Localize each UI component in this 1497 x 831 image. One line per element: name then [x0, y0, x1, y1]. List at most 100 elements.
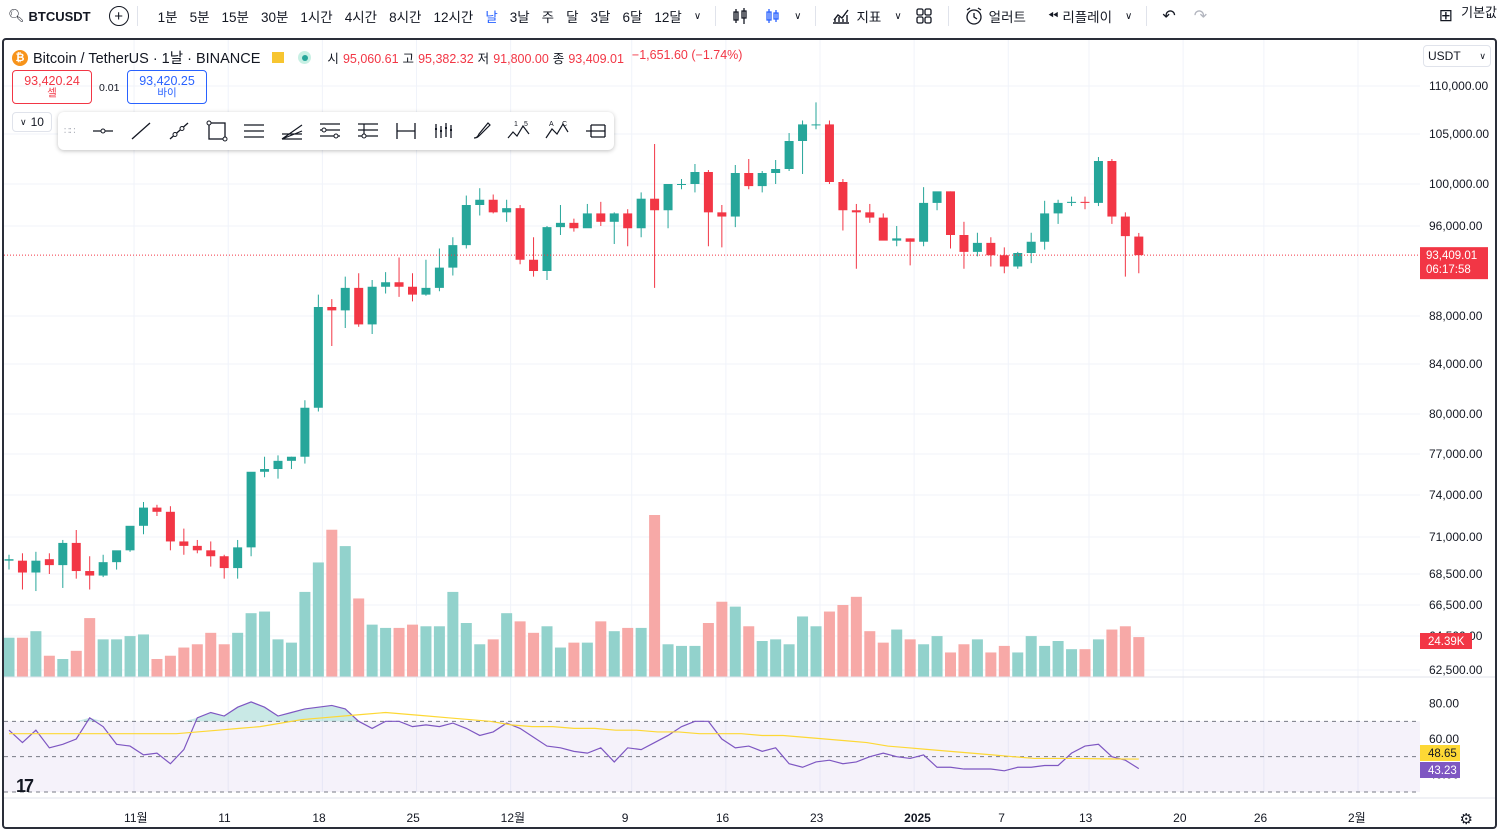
- candle-body[interactable]: [340, 287, 350, 311]
- candle-body[interactable]: [784, 141, 794, 169]
- candle-body[interactable]: [582, 213, 592, 229]
- trend-line-tool[interactable]: [122, 116, 160, 146]
- candle-body[interactable]: [327, 307, 337, 311]
- candle-body[interactable]: [838, 182, 848, 211]
- candle-body[interactable]: [192, 545, 202, 551]
- candle-body[interactable]: [1120, 216, 1130, 237]
- candle-body[interactable]: [354, 287, 364, 325]
- candle-body[interactable]: [959, 235, 969, 252]
- candle-body[interactable]: [286, 456, 296, 461]
- candle-body[interactable]: [878, 217, 888, 241]
- candle-body[interactable]: [798, 124, 808, 141]
- tradingview-logo[interactable]: 17: [16, 776, 34, 796]
- candle-body[interactable]: [1026, 241, 1036, 253]
- replay-button[interactable]: ⏪︎ 리플레이: [1041, 6, 1119, 26]
- interval-4[interactable]: 1시간: [300, 10, 333, 25]
- parallel-channel-tool[interactable]: [235, 116, 273, 146]
- candle-body[interactable]: [932, 191, 942, 203]
- candle-body[interactable]: [1053, 202, 1063, 214]
- candle-body[interactable]: [4, 559, 14, 561]
- interval-1[interactable]: 5분: [189, 10, 210, 25]
- candle-body[interactable]: [703, 172, 713, 213]
- interval-8[interactable]: 날: [485, 10, 498, 25]
- candle-body[interactable]: [219, 556, 229, 569]
- candle-body[interactable]: [260, 469, 270, 472]
- candle-body[interactable]: [421, 287, 431, 295]
- chart-pane[interactable]: 110,000.00 105,000.00 100,000.00 96,000.00 8…: [2, 38, 1497, 829]
- candle-body[interactable]: [1107, 161, 1117, 217]
- flag-icon[interactable]: [272, 52, 285, 63]
- layout-grid-icon[interactable]: ⊞: [1438, 6, 1453, 25]
- candle-body[interactable]: [596, 213, 606, 222]
- candle-body[interactable]: [381, 282, 391, 287]
- candle-body[interactable]: [515, 208, 525, 260]
- candle-body[interactable]: [448, 245, 458, 268]
- candle-body[interactable]: [1067, 201, 1077, 203]
- candle-body[interactable]: [811, 124, 821, 126]
- candle-body[interactable]: [919, 202, 929, 242]
- candle-body[interactable]: [58, 542, 68, 566]
- candle-body[interactable]: [1134, 236, 1144, 256]
- candle-body[interactable]: [609, 213, 619, 222]
- bar-count-toggle[interactable]: ∨ 10: [12, 112, 52, 132]
- candle-body[interactable]: [461, 205, 471, 246]
- buy-button[interactable]: 93,420.25 바이: [127, 70, 207, 104]
- interval-11[interactable]: 달: [566, 10, 579, 25]
- alerts-button[interactable]: 얼러트: [957, 6, 1033, 26]
- candle-body[interactable]: [555, 222, 565, 228]
- plus-circle-icon[interactable]: +: [108, 6, 129, 26]
- candle-body[interactable]: [85, 571, 95, 576]
- candle-body[interactable]: [71, 542, 81, 572]
- candle-body[interactable]: [851, 210, 861, 213]
- interval-5[interactable]: 4시간: [344, 10, 378, 25]
- indicators-button[interactable]: 지표: [824, 6, 888, 26]
- templates-button[interactable]: [908, 7, 940, 25]
- candle-body[interactable]: [112, 550, 122, 563]
- candle-body[interactable]: [677, 184, 686, 185]
- candle-body[interactable]: [98, 562, 108, 576]
- interval-13[interactable]: 6달: [622, 10, 643, 25]
- candle-body[interactable]: [744, 173, 754, 187]
- bar-style-button[interactable]: [756, 7, 788, 25]
- candle-body[interactable]: [313, 307, 323, 408]
- last-price-badge[interactable]: [1420, 247, 1488, 280]
- candle-body[interactable]: [999, 255, 1009, 267]
- candle-body[interactable]: [905, 238, 915, 242]
- gear-icon[interactable]: ⚙: [1459, 811, 1473, 828]
- candle-body[interactable]: [623, 213, 633, 229]
- candle-body[interactable]: [569, 222, 579, 229]
- candle-body[interactable]: [44, 559, 54, 566]
- candle-body[interactable]: [946, 191, 955, 235]
- candle-body[interactable]: [690, 172, 700, 184]
- candle-body[interactable]: [1040, 213, 1050, 242]
- candle-body[interactable]: [434, 267, 444, 288]
- candle-style-button[interactable]: [724, 7, 756, 25]
- interval-10[interactable]: 주: [541, 10, 555, 25]
- candle-body[interactable]: [865, 212, 875, 218]
- candle-body[interactable]: [502, 208, 512, 213]
- candle-body[interactable]: [475, 199, 485, 205]
- candle-body[interactable]: [165, 511, 175, 542]
- interval-6[interactable]: 8시간: [389, 10, 422, 25]
- chevron-down-icon[interactable]: ∨: [894, 10, 902, 22]
- candle-body[interactable]: [663, 184, 673, 211]
- interval-12[interactable]: 3달: [590, 10, 611, 25]
- chart-canvas[interactable]: 110,000.00 105,000.00 100,000.00 96,000.00 8…: [4, 40, 1495, 827]
- candle-body[interactable]: [488, 199, 498, 213]
- candle-body[interactable]: [717, 212, 727, 217]
- candle-body[interactable]: [636, 198, 646, 229]
- fib-retracement-tool[interactable]: [311, 116, 349, 146]
- candle-body[interactable]: [408, 286, 417, 295]
- candle-body[interactable]: [17, 560, 27, 573]
- interval-14[interactable]: 12달: [654, 10, 682, 25]
- rsi-line[interactable]: [8, 701, 1140, 772]
- candle-body[interactable]: [125, 525, 135, 551]
- candle-body[interactable]: [972, 242, 982, 252]
- bars-pattern-tool[interactable]: [425, 116, 463, 146]
- date-range-tool[interactable]: [387, 116, 425, 146]
- market-status-icon[interactable]: [298, 51, 312, 64]
- candle-body[interactable]: [152, 507, 162, 512]
- candle-body[interactable]: [394, 282, 404, 287]
